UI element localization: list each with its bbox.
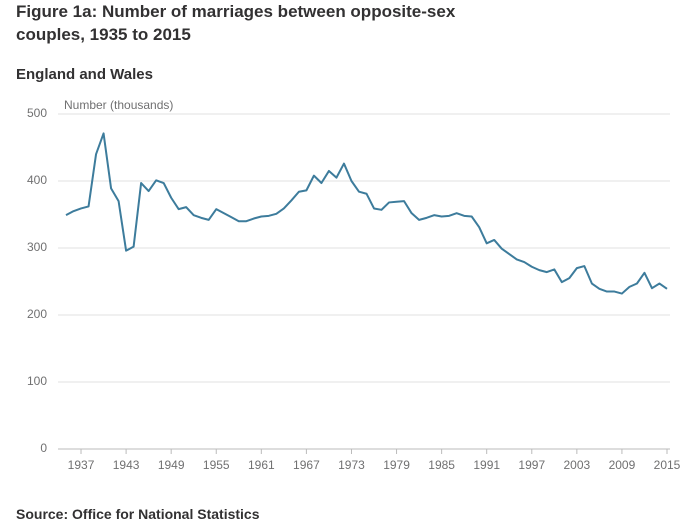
data-line — [65, 132, 668, 295]
x-tick-label: 1937 — [68, 458, 95, 472]
x-tick-label: 2015 — [654, 458, 681, 472]
x-tick-label: 1967 — [293, 458, 320, 472]
x-tick-label: 2009 — [609, 458, 636, 472]
x-tick-label: 1943 — [113, 458, 140, 472]
x-tick-label: 1985 — [428, 458, 455, 472]
y-tick-label: 0 — [40, 441, 47, 455]
y-tick-label: 300 — [27, 240, 47, 254]
y-tick-label: 100 — [27, 374, 47, 388]
x-tick-label: 1961 — [248, 458, 275, 472]
x-tick-label: 1949 — [158, 458, 185, 472]
y-tick-label: 500 — [27, 106, 47, 120]
y-tick-label: 200 — [27, 307, 47, 321]
x-tick-label: 1955 — [203, 458, 230, 472]
chart-subtitle: England and Wales — [16, 66, 153, 83]
x-tick-label: 1973 — [338, 458, 365, 472]
source: Source: Office for National Statistics — [16, 506, 260, 522]
x-tick-label: 1997 — [518, 458, 545, 472]
chart-title: Figure 1a: Number of marriages between o… — [16, 2, 456, 44]
chart: Number (thousands) 0 100 200 300 400 500 1937 1… — [27, 98, 681, 472]
x-tick-label: 1979 — [383, 458, 410, 472]
y-tick-label: 400 — [27, 173, 47, 187]
x-tick-label: 1991 — [473, 458, 500, 472]
y-axis-label: Number (thousands) — [64, 98, 173, 112]
x-tick-label: 2003 — [563, 458, 590, 472]
